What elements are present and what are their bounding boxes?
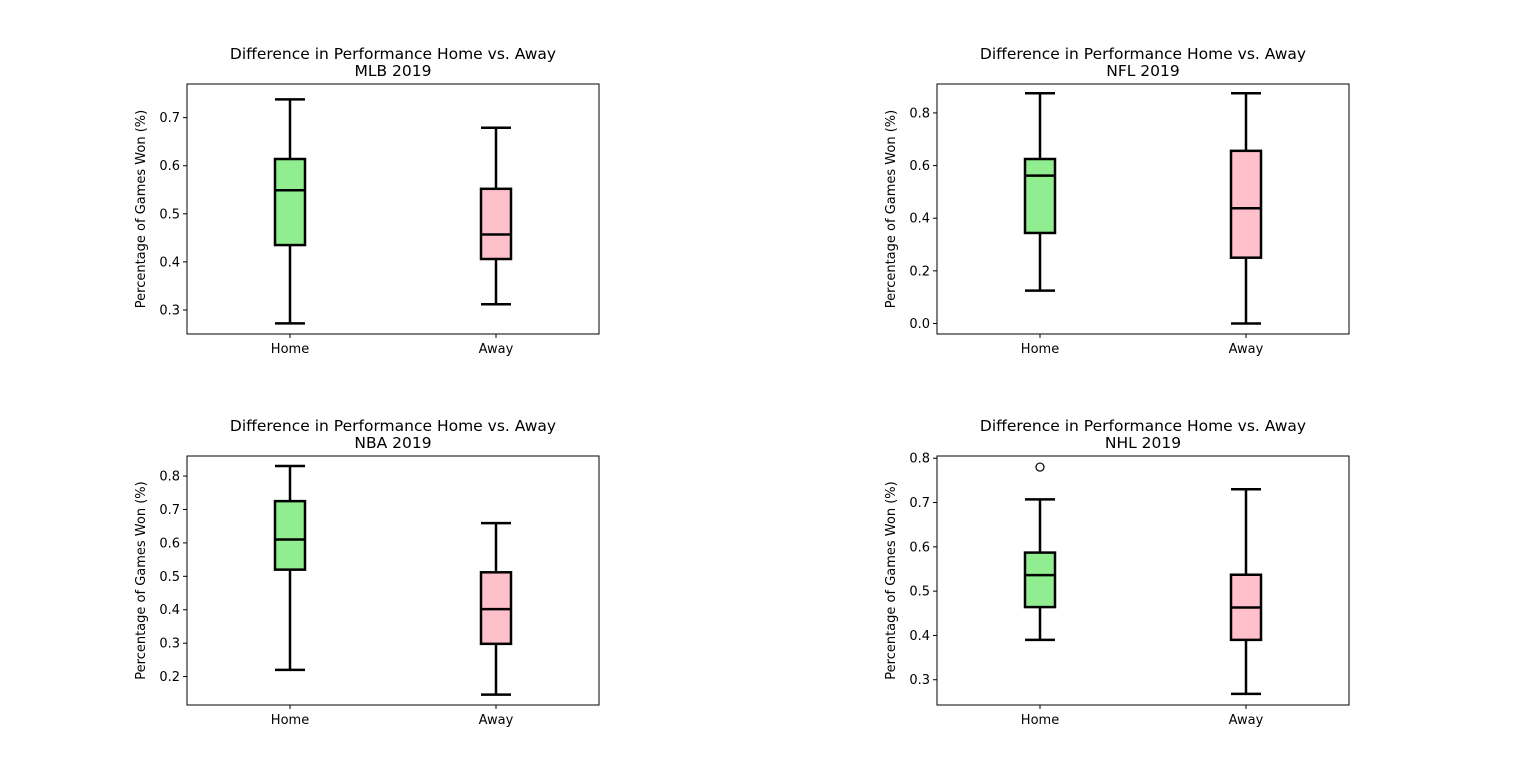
plot-frame [936, 455, 1350, 706]
y-tick-label: 0.2 [909, 264, 930, 279]
y-axis-label: Percentage of Games Won (%) [884, 481, 899, 679]
x-tick-label: Home [271, 713, 309, 728]
x-tick-label: Home [271, 342, 309, 357]
iqr-box [1023, 157, 1057, 235]
y-tick-label: 0.5 [159, 570, 180, 585]
y-tick-label: 0.4 [909, 212, 930, 227]
box-home [1023, 462, 1057, 642]
y-tick-label: 0.8 [909, 106, 930, 121]
y-tick-label: 0.6 [909, 540, 930, 555]
y-tick-label: 0.5 [159, 207, 180, 222]
y-tick-label: 0.7 [159, 111, 180, 126]
outlier-point [1035, 462, 1045, 472]
y-tick-label: 0.4 [159, 603, 180, 618]
plot-frame [186, 455, 600, 706]
iqr-box [1023, 551, 1057, 609]
iqr-box [273, 157, 307, 247]
y-tick-label: 0.7 [909, 496, 930, 511]
chart-title-line: Difference in Performance Home vs. Away [230, 45, 556, 63]
y-tick-label: 0.8 [159, 470, 180, 485]
y-tick-label: 0.5 [909, 585, 930, 600]
y-tick-label: 0.8 [909, 452, 930, 467]
plot-frame [186, 83, 600, 335]
box-away [1229, 91, 1263, 325]
chart-title-line: MLB 2019 [354, 62, 431, 80]
y-tick-label: 0.6 [159, 536, 180, 551]
y-tick-label: 0.3 [159, 303, 180, 318]
y-tick-label: 0.3 [159, 637, 180, 652]
box-away [479, 521, 513, 696]
chart-title: Difference in Performance Home vs. Away N… [980, 417, 1306, 452]
box-home [273, 98, 307, 325]
y-tick-label: 0.7 [159, 503, 180, 518]
x-tick-label: Away [1229, 342, 1264, 357]
y-tick-label: 0.6 [909, 159, 930, 174]
y-tick-label: 0.2 [159, 670, 180, 685]
iqr-box [1229, 149, 1263, 259]
box-home [1023, 91, 1057, 292]
chart-title-line: NFL 2019 [1106, 62, 1180, 80]
chart-title-line: NBA 2019 [354, 434, 431, 452]
plot-frame [936, 83, 1350, 335]
y-tick-label: 0.6 [159, 159, 180, 174]
y-axis-label: Percentage of Games Won (%) [884, 110, 899, 308]
chart-title-line: Difference in Performance Home vs. Away [980, 417, 1306, 435]
x-tick-label: Away [479, 342, 514, 357]
chart-title: Difference in Performance Home vs. Away N… [230, 417, 556, 452]
x-tick-label: Away [479, 713, 514, 728]
y-axis-label: Percentage of Games Won (%) [134, 481, 149, 679]
chart-panel: Difference in Performance Home vs. Away N… [884, 45, 1350, 357]
chart-panel: Difference in Performance Home vs. Away N… [134, 417, 600, 728]
chart-title-line: Difference in Performance Home vs. Away [230, 417, 556, 435]
chart-title: Difference in Performance Home vs. Away N… [980, 45, 1306, 80]
box-home [273, 464, 307, 672]
chart-panel: Difference in Performance Home vs. Away M… [134, 45, 600, 357]
y-tick-label: 0.3 [909, 673, 930, 688]
x-tick-label: Away [1229, 713, 1264, 728]
x-tick-label: Home [1021, 342, 1059, 357]
box-away [1229, 487, 1263, 696]
y-tick-label: 0.4 [159, 255, 180, 270]
chart-title: Difference in Performance Home vs. Away M… [230, 45, 556, 80]
y-tick-label: 0.4 [909, 629, 930, 644]
box-away [479, 126, 513, 306]
chart-panel: Difference in Performance Home vs. Away N… [884, 417, 1350, 728]
y-tick-label: 0.0 [909, 317, 930, 332]
y-axis-label: Percentage of Games Won (%) [134, 110, 149, 308]
chart-title-line: Difference in Performance Home vs. Away [980, 45, 1306, 63]
iqr-box [479, 187, 513, 261]
iqr-box [273, 499, 307, 571]
chart-title-line: NHL 2019 [1105, 434, 1181, 452]
x-tick-label: Home [1021, 713, 1059, 728]
